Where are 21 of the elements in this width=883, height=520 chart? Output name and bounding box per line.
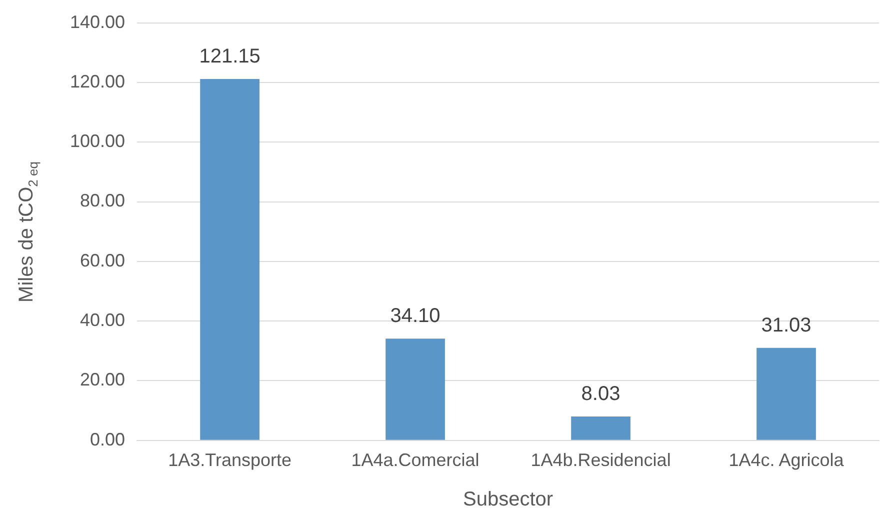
bar	[386, 338, 445, 440]
x-tick-label: 1A4a.Comercial	[351, 450, 480, 470]
x-axis-title: Subsector	[462, 488, 554, 511]
bar	[756, 348, 816, 440]
x-tick-label: 1A4b.Residencial	[530, 450, 671, 470]
x-tick-label: 1A3.Transporte	[168, 450, 292, 470]
data-label: 31.03	[761, 314, 812, 336]
y-tick-label: 0.00	[90, 429, 126, 450]
data-label: 8.03	[581, 382, 620, 405]
y-tick-label: 40.00	[80, 310, 126, 330]
bar	[571, 416, 630, 440]
x-tick-label: 1A4c. Agricola	[728, 450, 845, 470]
data-label: 121.15	[199, 46, 260, 68]
y-tick-label: 140.00	[70, 12, 126, 32]
y-tick-label: 80.00	[80, 190, 126, 211]
data-label: 34.10	[390, 305, 440, 328]
y-tick-label: 120.00	[70, 71, 126, 92]
y-tick-label: 20.00	[80, 370, 126, 390]
y-tick-label: 100.00	[70, 131, 126, 152]
y-tick-label: 60.00	[80, 250, 126, 270]
bar	[200, 79, 260, 440]
